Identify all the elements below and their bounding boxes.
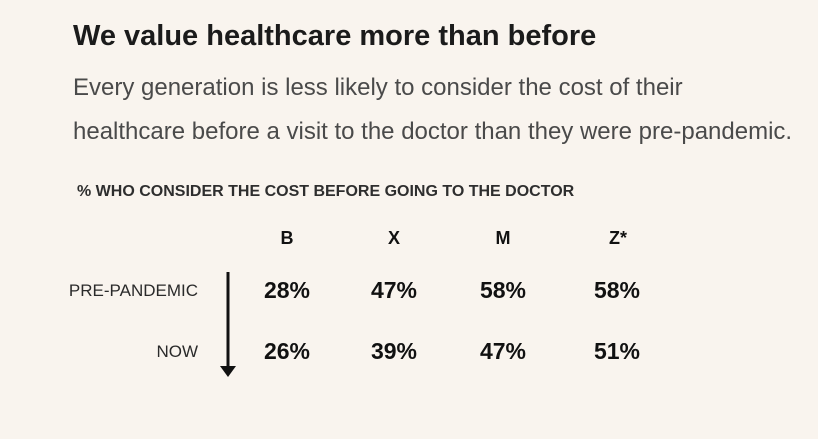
value-pre-pandemic-gen-x: 47% (370, 277, 418, 303)
column-header-millennials: M (495, 228, 511, 248)
value-pre-pandemic-millennials: 58% (479, 277, 527, 303)
value-pre-pandemic-boomers: 28% (263, 277, 311, 303)
row-label-now: NOW (156, 342, 198, 361)
column-header-gen-z: Z* (609, 228, 627, 248)
chart-title: We value healthcare more than before (73, 20, 597, 52)
row-label-pre-pandemic: PRE-PANDEMIC (68, 281, 198, 300)
down-arrow-icon (220, 272, 236, 377)
table-caption: % WHO CONSIDER THE COST BEFORE GOING TO … (77, 183, 575, 200)
chart-subtitle-line-1: Every generation is less likely to consi… (73, 74, 683, 101)
chart-subtitle-line-2: healthcare before a visit to the doctor … (73, 118, 793, 145)
column-header-gen-x: X (387, 228, 400, 248)
value-now-gen-x: 39% (370, 338, 418, 364)
value-now-millennials: 47% (479, 338, 527, 364)
value-now-gen-z: 51% (593, 338, 641, 364)
value-pre-pandemic-gen-z: 58% (593, 277, 641, 303)
value-now-boomers: 26% (263, 338, 311, 364)
column-header-boomers: B (280, 228, 294, 248)
